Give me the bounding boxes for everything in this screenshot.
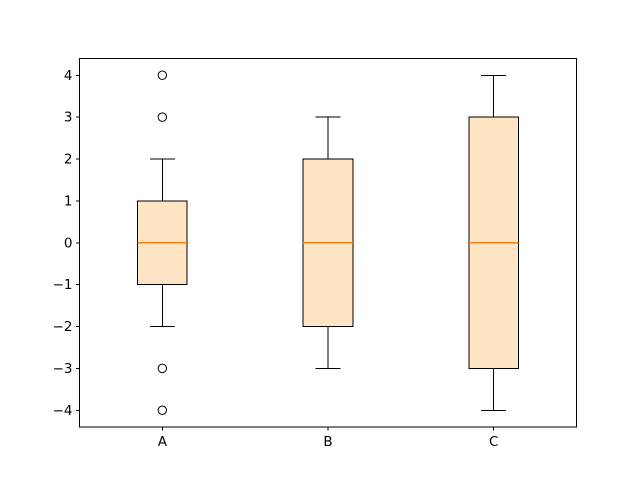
box-B: [302, 116, 354, 369]
y-tick-label: −2: [53, 319, 73, 335]
y-tick-label: 3: [64, 110, 73, 126]
x-tick-label: B: [323, 434, 332, 450]
outlier-marker: [157, 363, 168, 374]
x-tick-label: A: [158, 434, 168, 450]
outlier-marker: [157, 70, 168, 80]
box-A: [136, 70, 188, 415]
y-tick-label: 0: [64, 235, 73, 251]
y-tick-label: −3: [53, 361, 73, 377]
y-tick-label: 2: [64, 152, 73, 168]
y-tick-label: 4: [64, 68, 73, 84]
y-tick-label: 1: [64, 193, 73, 209]
y-tick-label: −1: [53, 277, 73, 293]
outlier-marker: [157, 405, 168, 415]
x-tick-label: C: [489, 434, 498, 450]
box-C: [468, 74, 520, 411]
outlier-marker: [157, 112, 168, 122]
y-tick-label: −4: [53, 403, 73, 419]
